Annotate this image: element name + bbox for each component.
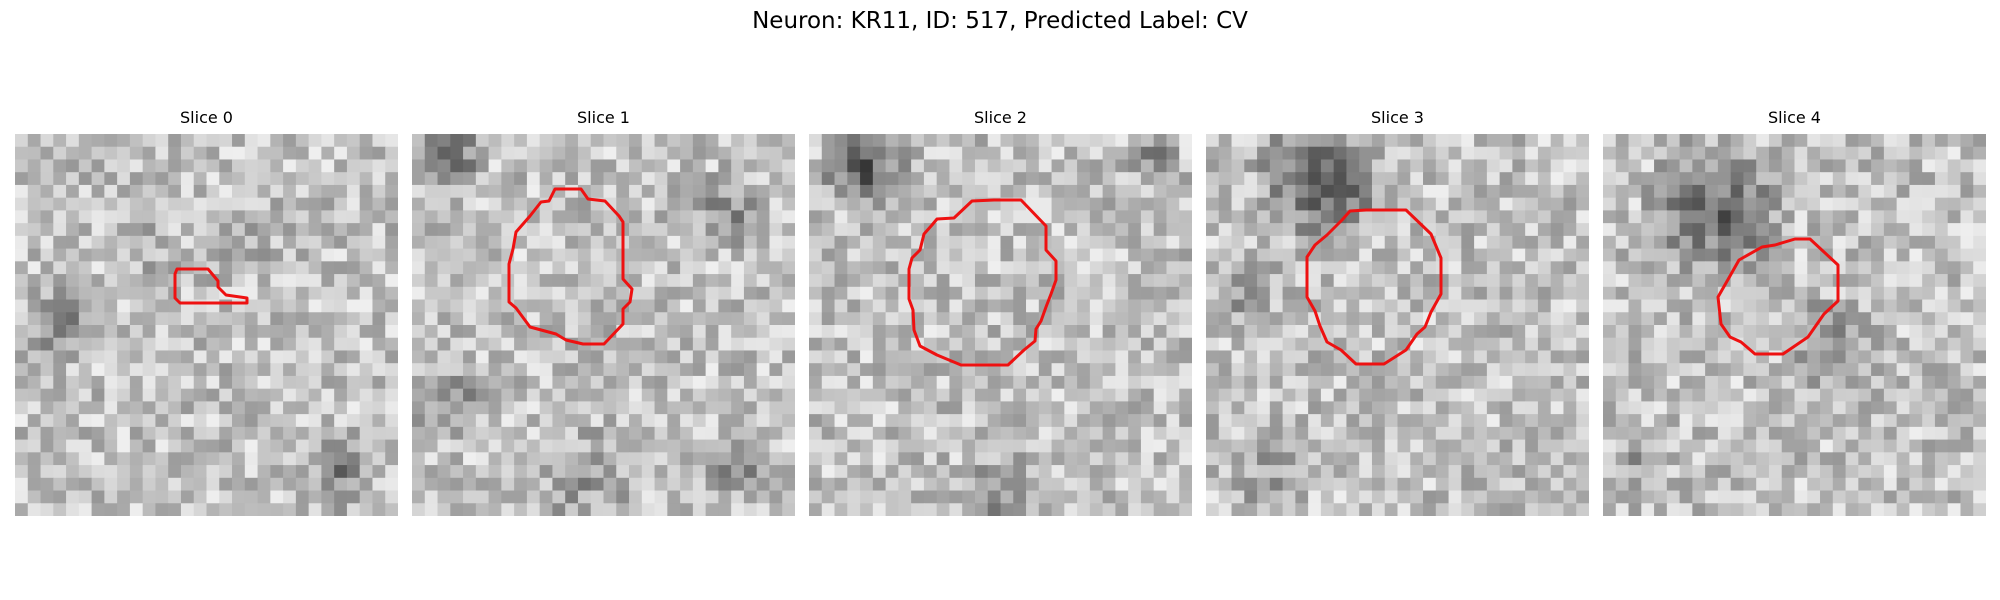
pixel-grid bbox=[1603, 134, 1986, 516]
slice-title: Slice 2 bbox=[974, 108, 1027, 127]
pixel-grid bbox=[15, 134, 398, 516]
roi-contour bbox=[907, 198, 1058, 367]
slice-panel-2: Slice 2 bbox=[809, 108, 1192, 516]
slice-title: Slice 1 bbox=[577, 108, 630, 127]
slice-title: Slice 0 bbox=[180, 108, 233, 127]
pixel-grid bbox=[412, 134, 795, 516]
slice-panel-4: Slice 4 bbox=[1603, 108, 1986, 516]
slice-image bbox=[15, 134, 398, 516]
slice-image bbox=[1206, 134, 1589, 516]
slice-image bbox=[412, 134, 795, 516]
slice-title: Slice 3 bbox=[1371, 108, 1424, 127]
pixel-grid bbox=[1206, 134, 1589, 516]
roi-contour bbox=[173, 267, 249, 305]
slice-title: Slice 4 bbox=[1768, 108, 1821, 127]
figure-title: Neuron: KR11, ID: 517, Predicted Label: … bbox=[752, 8, 1248, 34]
slice-image bbox=[1603, 134, 1986, 516]
slice-panel-0: Slice 0 bbox=[15, 108, 398, 516]
roi-contour bbox=[1716, 237, 1840, 356]
slice-panel-1: Slice 1 bbox=[412, 108, 795, 516]
slice-image bbox=[809, 134, 1192, 516]
roi-contour bbox=[507, 187, 634, 346]
slice-panel-3: Slice 3 bbox=[1206, 108, 1589, 516]
pixel-grid bbox=[809, 134, 1192, 516]
roi-contour bbox=[1305, 208, 1443, 366]
